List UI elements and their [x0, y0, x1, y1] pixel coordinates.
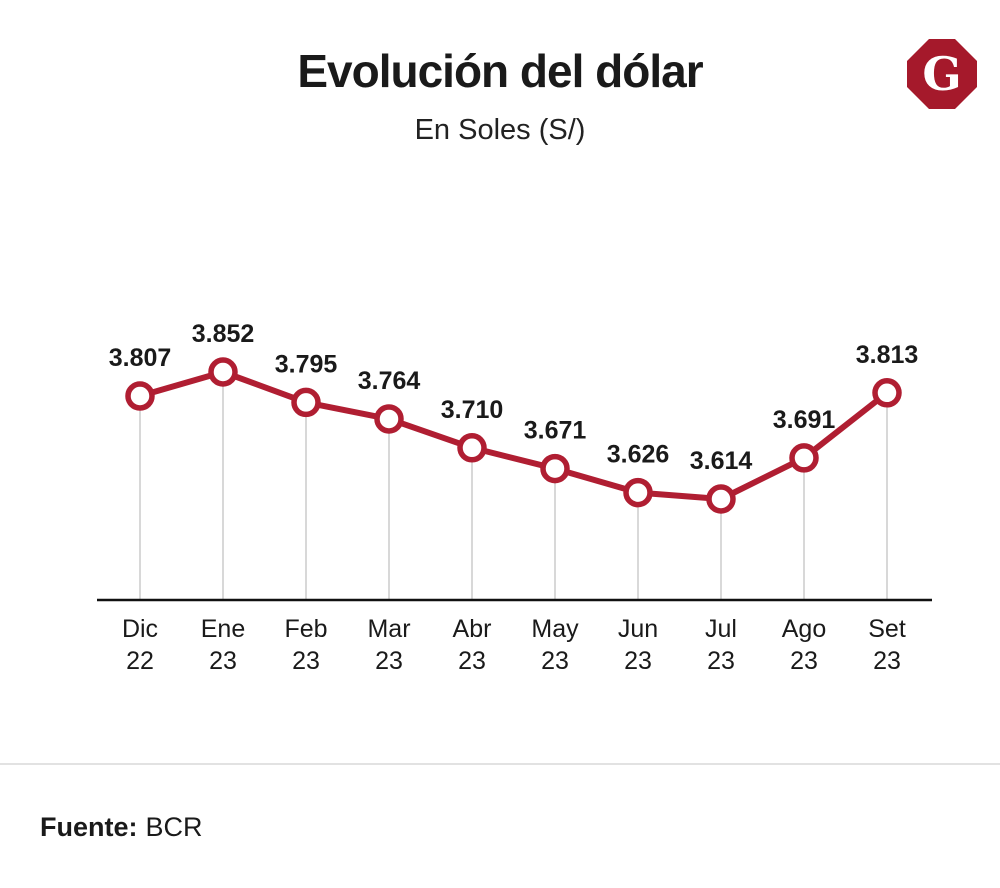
data-point-marker: [623, 477, 653, 508]
source-value: BCR: [145, 812, 203, 842]
x-tick-label-month: May: [531, 615, 579, 643]
x-tick-label-month: Feb: [284, 615, 327, 643]
x-tick-label-month: Jul: [705, 615, 737, 643]
gestion-logo-icon: G: [907, 39, 977, 109]
value-label: 3.614: [690, 447, 753, 475]
data-point-marker: [706, 484, 736, 514]
page-title: Evolución del dólar: [297, 45, 703, 97]
x-tick-label-month: Dic: [122, 615, 158, 643]
value-label: 3.795: [275, 350, 338, 378]
data-point-marker: [789, 443, 819, 473]
value-label: 3.671: [524, 417, 587, 445]
value-label: 3.710: [441, 396, 504, 424]
data-point-marker: [540, 453, 570, 484]
x-tick-label-month: Jun: [618, 615, 658, 643]
x-tick-label-month: Ago: [782, 615, 826, 643]
data-point-marker: [872, 378, 902, 408]
value-label: 3.764: [358, 367, 421, 395]
x-tick-label-year: 23: [209, 647, 237, 675]
x-tick-label-month: Abr: [453, 615, 492, 643]
x-tick-label-year: 22: [126, 647, 154, 675]
x-tick-label-month: Mar: [367, 615, 410, 643]
x-tick-label-year: 23: [707, 647, 735, 675]
data-point-marker: [208, 357, 238, 387]
x-tick-label-month: Set: [868, 615, 906, 643]
x-tick-label-year: 23: [541, 647, 569, 675]
value-label: 3.813: [856, 341, 919, 369]
data-point-marker: [457, 433, 487, 463]
value-label: 3.852: [192, 320, 255, 348]
x-tick-label-year: 23: [624, 647, 652, 675]
x-tick-label-month: Ene: [201, 615, 245, 643]
data-point-marker: [374, 404, 404, 434]
footer-divider: [0, 763, 1000, 765]
logo-letter: G: [922, 47, 961, 101]
data-point-marker: [291, 387, 321, 418]
data-point-marker: [125, 381, 155, 411]
value-label: 3.691: [773, 406, 836, 434]
price-line: [137, 369, 890, 502]
source-note: Fuente: BCR: [40, 812, 203, 843]
x-tick-label-year: 23: [458, 647, 486, 675]
value-label: 3.626: [607, 441, 670, 469]
x-tick-label-year: 23: [873, 647, 901, 675]
source-label: Fuente:: [40, 812, 138, 842]
x-tick-label-year: 23: [375, 647, 403, 675]
x-tick-label-year: 23: [790, 647, 818, 675]
page-subtitle: En Soles (S/): [414, 114, 586, 146]
x-tick-label-year: 23: [292, 647, 320, 675]
value-label: 3.807: [109, 344, 172, 372]
